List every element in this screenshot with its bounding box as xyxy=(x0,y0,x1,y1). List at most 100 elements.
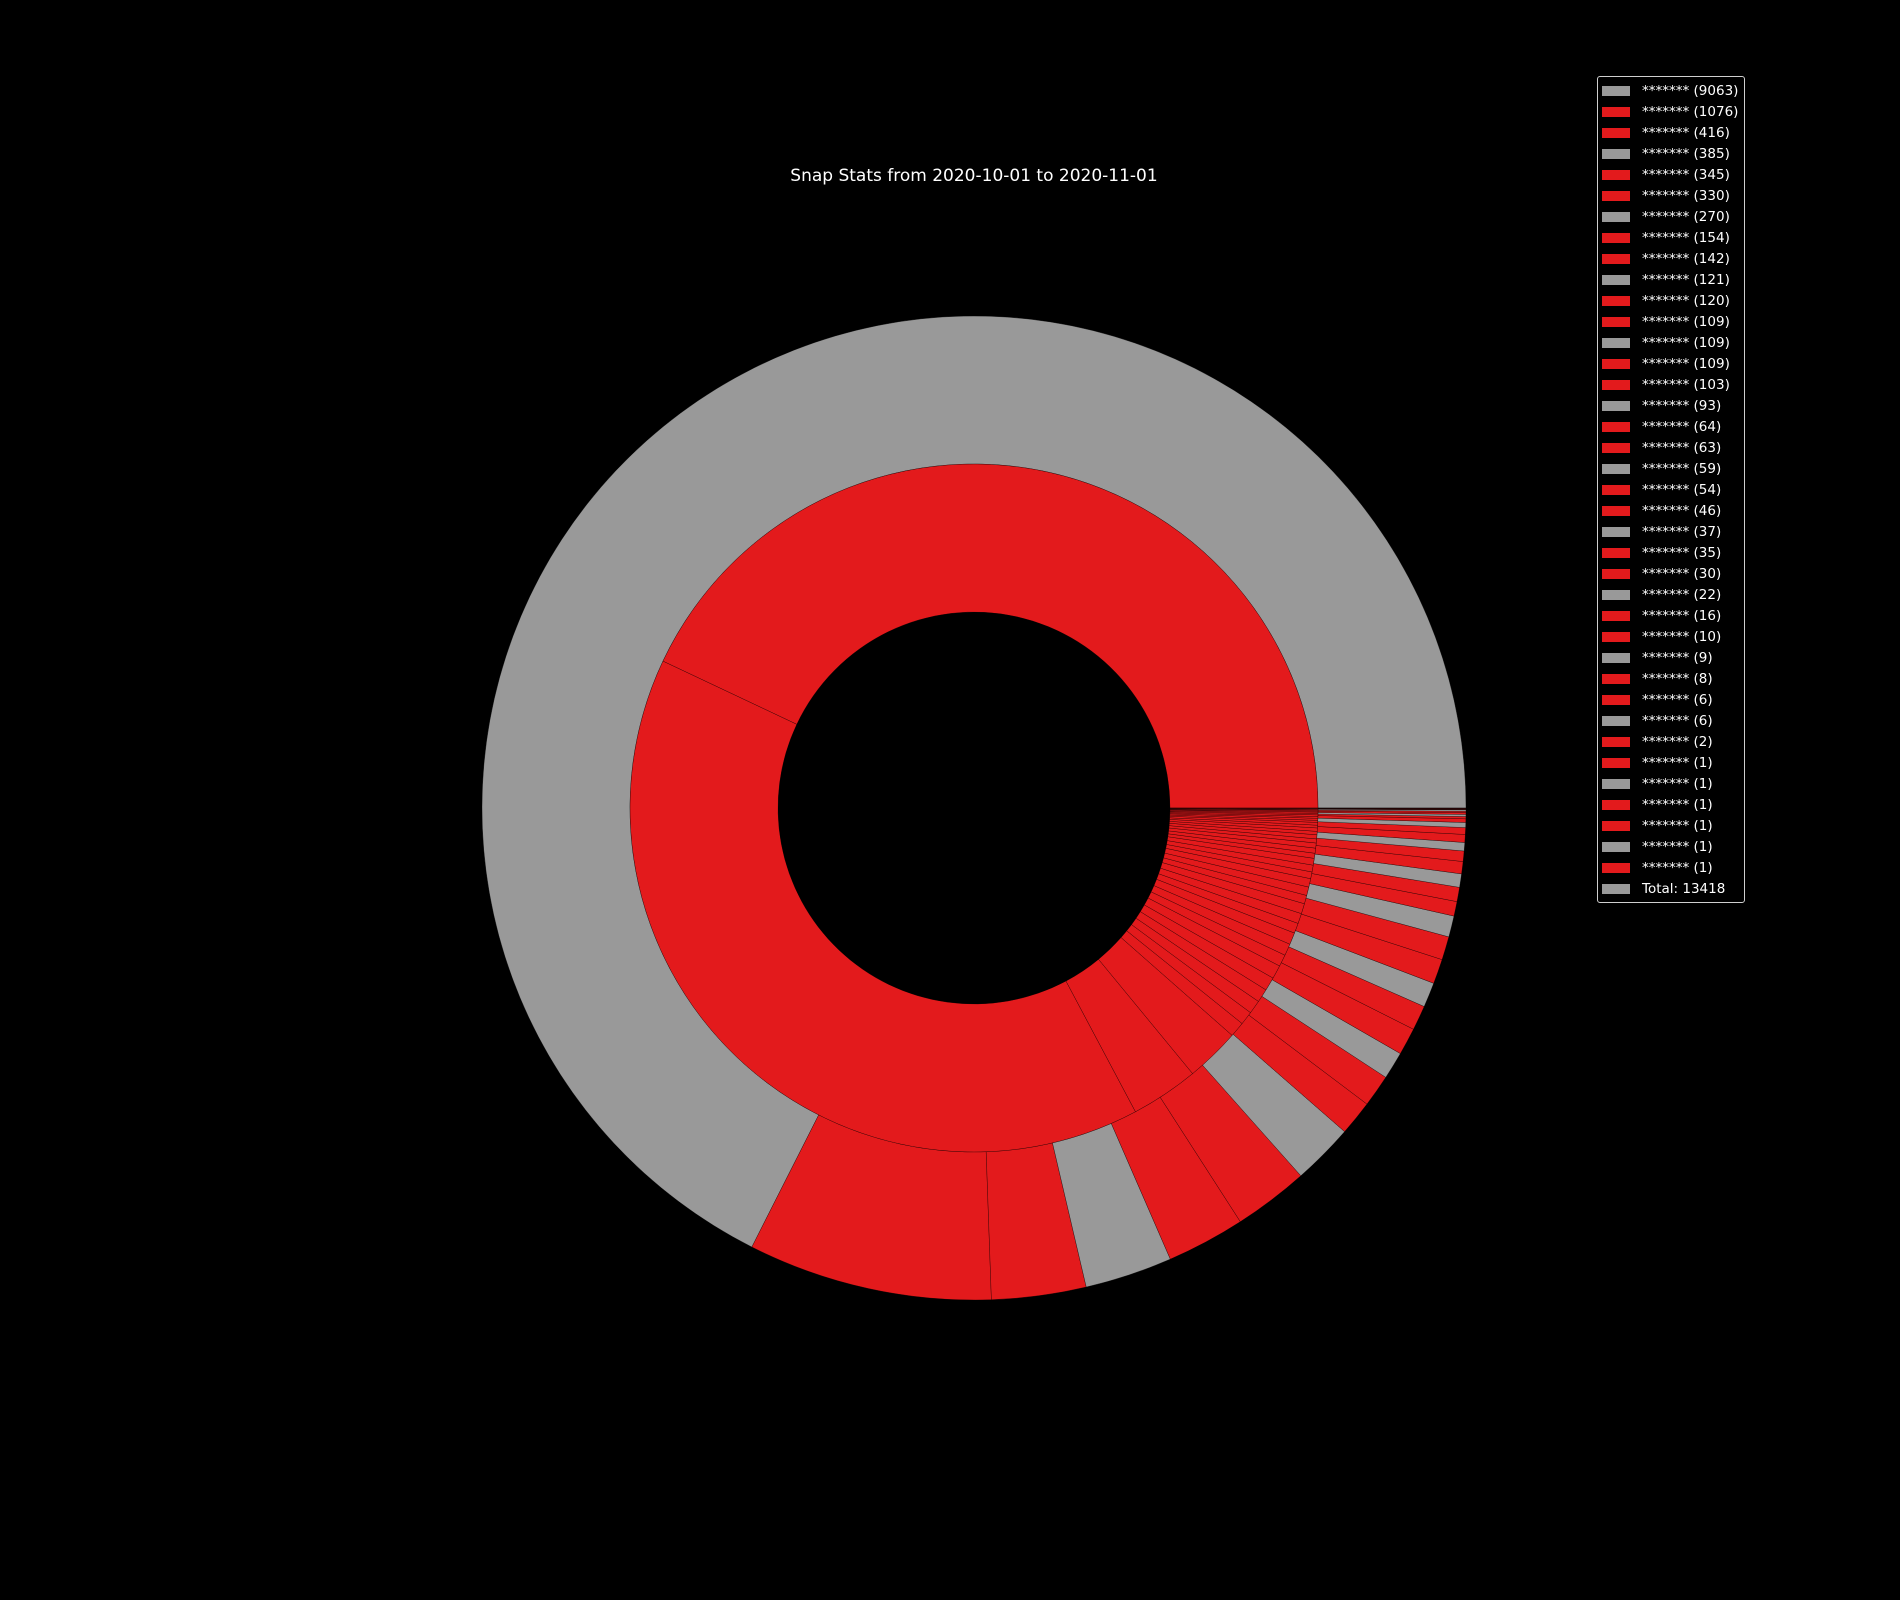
legend-label: ******* (2) xyxy=(1642,733,1713,750)
legend-swatch xyxy=(1602,736,1630,747)
legend-entry: ******* (330) xyxy=(1598,185,1744,206)
legend-label: ******* (345) xyxy=(1642,166,1730,183)
legend-entry: ******* (416) xyxy=(1598,122,1744,143)
legend-label: ******* (109) xyxy=(1642,355,1730,372)
legend-label: ******* (64) xyxy=(1642,418,1722,435)
legend-swatch xyxy=(1602,799,1630,810)
legend-swatch xyxy=(1602,547,1630,558)
legend-label: ******* (109) xyxy=(1642,334,1730,351)
legend-entry: ******* (345) xyxy=(1598,164,1744,185)
legend-label: ******* (16) xyxy=(1642,607,1722,624)
legend-swatch xyxy=(1602,442,1630,453)
legend-entry: ******* (1) xyxy=(1598,794,1744,815)
legend-swatch xyxy=(1602,295,1630,306)
legend-entry: Total: 13418 xyxy=(1598,878,1744,899)
legend-entry: ******* (385) xyxy=(1598,143,1744,164)
legend-entry: ******* (109) xyxy=(1598,311,1744,332)
legend-swatch xyxy=(1602,862,1630,873)
legend-label: ******* (6) xyxy=(1642,712,1713,729)
legend-label: ******* (93) xyxy=(1642,397,1722,414)
outer-ring xyxy=(481,315,1467,1301)
legend-entry: ******* (6) xyxy=(1598,689,1744,710)
legend-entry: ******* (120) xyxy=(1598,290,1744,311)
legend: ******* (9063) ******* (1076) ******* (416… xyxy=(1597,76,1745,903)
legend-swatch xyxy=(1602,652,1630,663)
legend-swatch xyxy=(1602,421,1630,432)
legend-swatch xyxy=(1602,820,1630,831)
legend-entry: ******* (37) xyxy=(1598,521,1744,542)
legend-swatch xyxy=(1602,169,1630,180)
legend-label: ******* (63) xyxy=(1642,439,1722,456)
legend-swatch xyxy=(1602,484,1630,495)
legend-label: ******* (1) xyxy=(1642,859,1713,876)
legend-swatch xyxy=(1602,631,1630,642)
legend-label: ******* (1) xyxy=(1642,817,1713,834)
legend-entry: ******* (270) xyxy=(1598,206,1744,227)
legend-label: ******* (6) xyxy=(1642,691,1713,708)
legend-label: ******* (37) xyxy=(1642,523,1722,540)
legend-swatch xyxy=(1602,316,1630,327)
legend-label: ******* (1) xyxy=(1642,838,1713,855)
legend-entry: ******* (1076) xyxy=(1598,101,1744,122)
legend-swatch xyxy=(1602,673,1630,684)
legend-swatch xyxy=(1602,568,1630,579)
legend-label: ******* (121) xyxy=(1642,271,1730,288)
legend-swatch xyxy=(1602,463,1630,474)
legend-entry: ******* (109) xyxy=(1598,332,1744,353)
legend-swatch xyxy=(1602,610,1630,621)
legend-swatch xyxy=(1602,253,1630,264)
legend-entry: ******* (121) xyxy=(1598,269,1744,290)
legend-swatch xyxy=(1602,148,1630,159)
legend-entry: ******* (22) xyxy=(1598,584,1744,605)
legend-swatch xyxy=(1602,85,1630,96)
legend-label: ******* (1076) xyxy=(1642,103,1739,120)
legend-label: ******* (385) xyxy=(1642,145,1730,162)
legend-swatch xyxy=(1602,274,1630,285)
legend-label: ******* (330) xyxy=(1642,187,1730,204)
legend-swatch xyxy=(1602,526,1630,537)
legend-swatch xyxy=(1602,694,1630,705)
legend-swatch xyxy=(1602,127,1630,138)
inner-ring xyxy=(629,463,1319,1153)
legend-label: ******* (1) xyxy=(1642,754,1713,771)
legend-label: ******* (120) xyxy=(1642,292,1730,309)
legend-entry: ******* (93) xyxy=(1598,395,1744,416)
legend-entry: ******* (63) xyxy=(1598,437,1744,458)
legend-label: ******* (154) xyxy=(1642,229,1730,246)
legend-swatch xyxy=(1602,883,1630,894)
legend-entry: ******* (2) xyxy=(1598,731,1744,752)
legend-swatch xyxy=(1602,400,1630,411)
legend-entry: ******* (109) xyxy=(1598,353,1744,374)
legend-entry: ******* (154) xyxy=(1598,227,1744,248)
legend-swatch xyxy=(1602,589,1630,600)
legend-label: ******* (22) xyxy=(1642,586,1722,603)
legend-swatch xyxy=(1602,757,1630,768)
legend-label: ******* (9063) xyxy=(1642,82,1739,99)
legend-entry: ******* (1) xyxy=(1598,815,1744,836)
legend-label: ******* (8) xyxy=(1642,670,1713,687)
legend-entry: ******* (46) xyxy=(1598,500,1744,521)
legend-label: ******* (270) xyxy=(1642,208,1730,225)
legend-label: ******* (59) xyxy=(1642,460,1722,477)
legend-label: ******* (30) xyxy=(1642,565,1722,582)
legend-entry: ******* (64) xyxy=(1598,416,1744,437)
legend-swatch xyxy=(1602,358,1630,369)
legend-label: ******* (46) xyxy=(1642,502,1722,519)
legend-entry: ******* (1) xyxy=(1598,836,1744,857)
legend-label: ******* (54) xyxy=(1642,481,1722,498)
legend-entry: ******* (16) xyxy=(1598,605,1744,626)
inner-ring-slice-0 xyxy=(662,463,1319,809)
legend-label: Total: 13418 xyxy=(1642,880,1726,897)
legend-swatch xyxy=(1602,841,1630,852)
legend-swatch xyxy=(1602,505,1630,516)
legend-label: ******* (416) xyxy=(1642,124,1730,141)
legend-entry: ******* (10) xyxy=(1598,626,1744,647)
chart-title: Snap Stats from 2020-10-01 to 2020-11-01 xyxy=(790,166,1158,186)
legend-entry: ******* (30) xyxy=(1598,563,1744,584)
legend-entry: ******* (9) xyxy=(1598,647,1744,668)
legend-entry: ******* (1) xyxy=(1598,773,1744,794)
legend-label: ******* (109) xyxy=(1642,313,1730,330)
legend-label: ******* (35) xyxy=(1642,544,1722,561)
legend-swatch xyxy=(1602,232,1630,243)
legend-label: ******* (1) xyxy=(1642,775,1713,792)
